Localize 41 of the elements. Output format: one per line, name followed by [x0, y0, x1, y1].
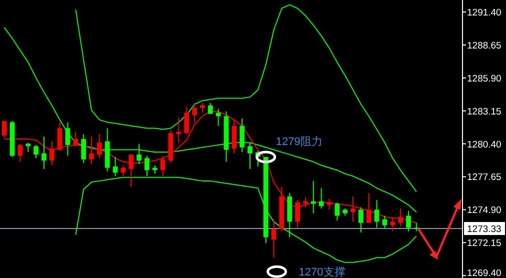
candlestick	[42, 136, 46, 170]
candlestick	[136, 143, 142, 165]
candlestick	[89, 136, 94, 165]
y-tick-label: 1280.40	[467, 139, 502, 150]
candlestick	[208, 102, 213, 114]
annotation: 1279阻力	[276, 134, 322, 148]
candlestick	[34, 144, 39, 159]
y-tick-label: 1283.15	[467, 106, 502, 118]
candlestick	[232, 119, 237, 154]
candlestick	[65, 122, 70, 156]
y-tick-label: 1269.40	[467, 268, 502, 278]
candlestick	[128, 154, 134, 188]
candlestick	[216, 108, 221, 126]
line-series	[4, 27, 417, 213]
candlestick	[73, 131, 78, 147]
y-tick-label: 1272.15	[467, 238, 502, 250]
candlestick	[49, 140, 54, 166]
y-tick-label: 1277.65	[467, 172, 502, 184]
candlestick	[334, 202, 340, 221]
candlestick	[200, 102, 205, 114]
candlestick	[374, 200, 380, 228]
y-tick-label: 1285.90	[467, 73, 502, 84]
candlestick	[240, 118, 245, 153]
y-tick-label: 1291.40	[467, 7, 502, 18]
candlestick	[382, 215, 388, 230]
candlestick	[318, 188, 324, 209]
candlestick	[406, 210, 411, 232]
candlestick	[18, 143, 23, 162]
candlestick	[57, 122, 62, 152]
y-tick-label: 1274.90	[467, 205, 502, 216]
candlestick	[358, 206, 364, 233]
candlestick	[81, 134, 86, 164]
ref-line-label: 1273.33	[467, 224, 502, 236]
candlestick	[248, 142, 252, 170]
annotation: 1270支撑	[298, 266, 346, 278]
candlestick	[326, 198, 332, 210]
line-series	[75, 4, 417, 192]
y-tick-label: 1288.65	[467, 40, 502, 52]
candlestick	[112, 156, 118, 177]
candlestick	[96, 134, 102, 159]
candlestick	[160, 155, 166, 177]
